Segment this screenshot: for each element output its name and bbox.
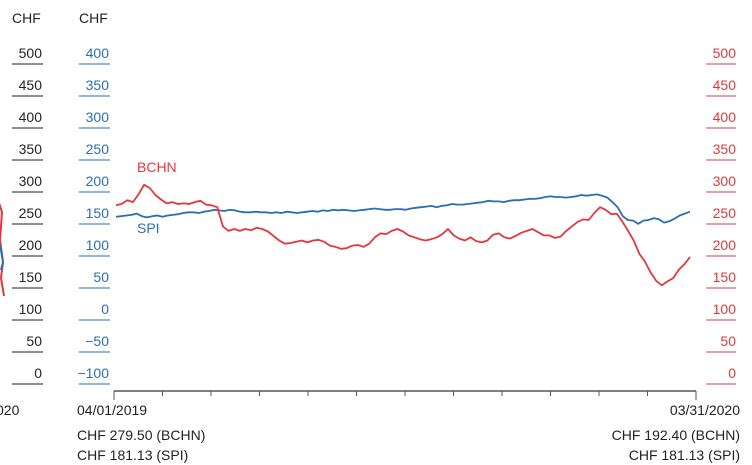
right-tick-label: 400: [713, 109, 737, 125]
series-layer: [115, 183, 691, 287]
x-start-label: 04/01/2019: [77, 402, 147, 418]
left-inner-tick-label: −50: [85, 333, 109, 349]
right-tick-label: 250: [713, 205, 737, 221]
left-outer-tick-label: 150: [19, 269, 43, 285]
left-outer-tick-label: 50: [26, 333, 42, 349]
left-inner-tick-label: 350: [86, 77, 110, 93]
left-outer-tick-label: 400: [19, 109, 43, 125]
left-outer-tick-label: 0: [34, 365, 42, 381]
left-inner-tick-label: 400: [86, 45, 110, 61]
right-tick-label: 50: [720, 333, 736, 349]
left-inner-unit-label: CHF: [79, 10, 108, 26]
x-end-label: 03/31/2020: [670, 402, 740, 418]
right-tick-label: 0: [728, 365, 736, 381]
footer-left-spi: CHF 181.13 (SPI): [77, 447, 188, 463]
footer-right-bchn: CHF 192.40 (BCHN): [612, 427, 740, 443]
footer-left-bchn: CHF 279.50 (BCHN): [77, 427, 205, 443]
left-outer-tick-label: 100: [19, 301, 43, 317]
left-edge-line-fragment: [0, 202, 5, 297]
left-outer-unit-label: CHF: [12, 10, 41, 26]
left-inner-tick-label: 50: [93, 269, 109, 285]
x-axis: [113, 390, 697, 400]
left-inner-tick-label: 100: [86, 237, 110, 253]
left-inner-axis: 400 350 300 250 200 150 100 50 0 −50 −100: [77, 45, 110, 385]
right-tick-label: 500: [713, 45, 737, 61]
series-label-bchn: BCHN: [137, 159, 177, 175]
right-tick-label: 200: [713, 237, 737, 253]
left-outer-tick-label: 500: [19, 45, 43, 61]
x-cut-off-label: 020: [0, 402, 20, 418]
left-outer-tick-label: 250: [19, 205, 43, 221]
left-inner-tick-label: −100: [77, 365, 109, 381]
right-tick-label: 150: [713, 269, 737, 285]
left-outer-tick-label: 200: [19, 237, 43, 253]
right-tick-label: 300: [713, 173, 737, 189]
right-tick-label: 350: [713, 141, 737, 157]
left-outer-tick-label: 300: [19, 173, 43, 189]
left-inner-tick-label: 250: [86, 141, 110, 157]
series-line-spi: [115, 193, 691, 225]
right-tick-label: 100: [713, 301, 737, 317]
right-tick-label: 450: [713, 77, 737, 93]
left-inner-tick-label: 150: [86, 205, 110, 221]
left-outer-tick-label: 450: [19, 77, 43, 93]
series-line-bchn: [115, 183, 691, 287]
left-inner-tick-label: 300: [86, 109, 110, 125]
footer-right-spi: CHF 181.13 (SPI): [629, 447, 740, 463]
left-inner-tick-label: 200: [86, 173, 110, 189]
left-inner-tick-label: 0: [101, 301, 109, 317]
left-outer-tick-label: 350: [19, 141, 43, 157]
series-label-spi: SPI: [137, 220, 160, 236]
